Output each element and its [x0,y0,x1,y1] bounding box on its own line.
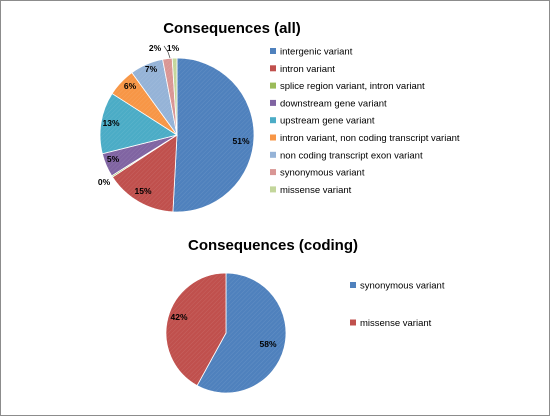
data-label-missense-variant: 1% [167,43,180,53]
legend-label-synonymous-variant: synonymous variant [360,281,445,292]
legend: synonymous variant missense variant [350,281,445,329]
legend-swatch-missense-variant [270,186,276,193]
data-label-non-coding-transcript-exon-variant: 7% [145,64,158,74]
data-label-missense-variant: 42% [170,312,187,322]
data-label-intron-variant: 15% [134,186,151,196]
legend-label-upstream-gene-variant: upstream gene variant [280,116,375,127]
data-label-intergenic-variant: 51% [232,136,249,146]
legend: intergenic variant intron variant splice r… [270,47,460,196]
legend-swatch-intergenic-variant [270,48,276,54]
data-label-intron-variant-non-coding-transcript-variant: 6% [124,81,137,91]
pie-slice-texture-intron-variant [112,135,177,212]
pie-chart-all: Consequences (all) 51% 15% 0% 5% 13% 6% 7% 2% 1%… [98,20,460,213]
pie-data-labels: 51% 15% 0% 5% 13% 6% 7% 2% 1% [98,43,250,196]
legend-swatch-synonymous-variant [270,169,276,176]
pie-slice-texture-synonymous-variant [162,58,177,135]
chart-title: Consequences (all) [163,20,301,37]
pie-chart-coding: Consequences (coding) 58% 42% synonymous … [165,237,445,394]
pie-slice-texture-missense-variant [165,273,226,386]
pie-slice-texture-upstream-gene-variant [100,93,177,154]
legend-swatch-missense-variant [350,319,356,326]
legend-label-downstream-gene-variant: downstream gene variant [280,98,387,109]
legend-label-non-coding-transcript-exon-variant: non coding transcript exon variant [280,150,423,161]
label-leader-line [163,45,171,59]
legend-label-intron-variant: intron variant [280,64,335,75]
data-label-downstream-gene-variant: 5% [107,154,120,164]
pie-slices [99,57,255,213]
legend-label-synonymous-variant: synonymous variant [280,168,365,179]
legend-swatch-intron-variant [270,65,276,72]
pie-slice-texture-downstream-gene-variant [102,135,177,176]
legend-swatch-synonymous-variant [350,282,356,288]
pie-slice-texture-non-coding-transcript-exon-variant [131,59,177,135]
pie-slice-texture-missense-variant [172,57,177,135]
legend-swatch-downstream-gene-variant [270,99,276,106]
legend-swatch-intron-variant-non-coding-transcript-variant [270,134,276,141]
data-label-upstream-gene-variant: 13% [102,118,119,128]
pie-data-labels: 58% 42% [170,312,276,349]
legend-swatch-splice-region-variant-intron-variant [270,82,276,89]
data-label-synonymous-variant: 2% [149,43,162,53]
legend-swatch-upstream-gene-variant [270,117,276,124]
legend-label-intergenic-variant: intergenic variant [280,47,353,58]
pie-slice-texture-intergenic-variant [172,57,255,212]
data-label-splice-region-variant-intron-variant: 0% [98,177,111,187]
pie-slice-texture-synonymous-variant [197,273,286,394]
pie-slices [165,272,287,394]
legend-label-missense-variant: missense variant [360,318,432,329]
data-label-synonymous-variant: 58% [259,339,276,349]
legend-label-missense-variant: missense variant [280,185,352,196]
pie-slice-texture-intron-variant-non-coding-transcript-variant [112,72,177,135]
chart-title: Consequences (coding) [188,237,358,254]
legend-label-intron-variant-non-coding-transcript-variant: intron variant, non coding transcript va… [280,133,460,144]
legend-swatch-non-coding-transcript-exon-variant [270,151,276,158]
legend-label-splice-region-variant-intron-variant: splice region variant, intron variant [280,81,425,92]
